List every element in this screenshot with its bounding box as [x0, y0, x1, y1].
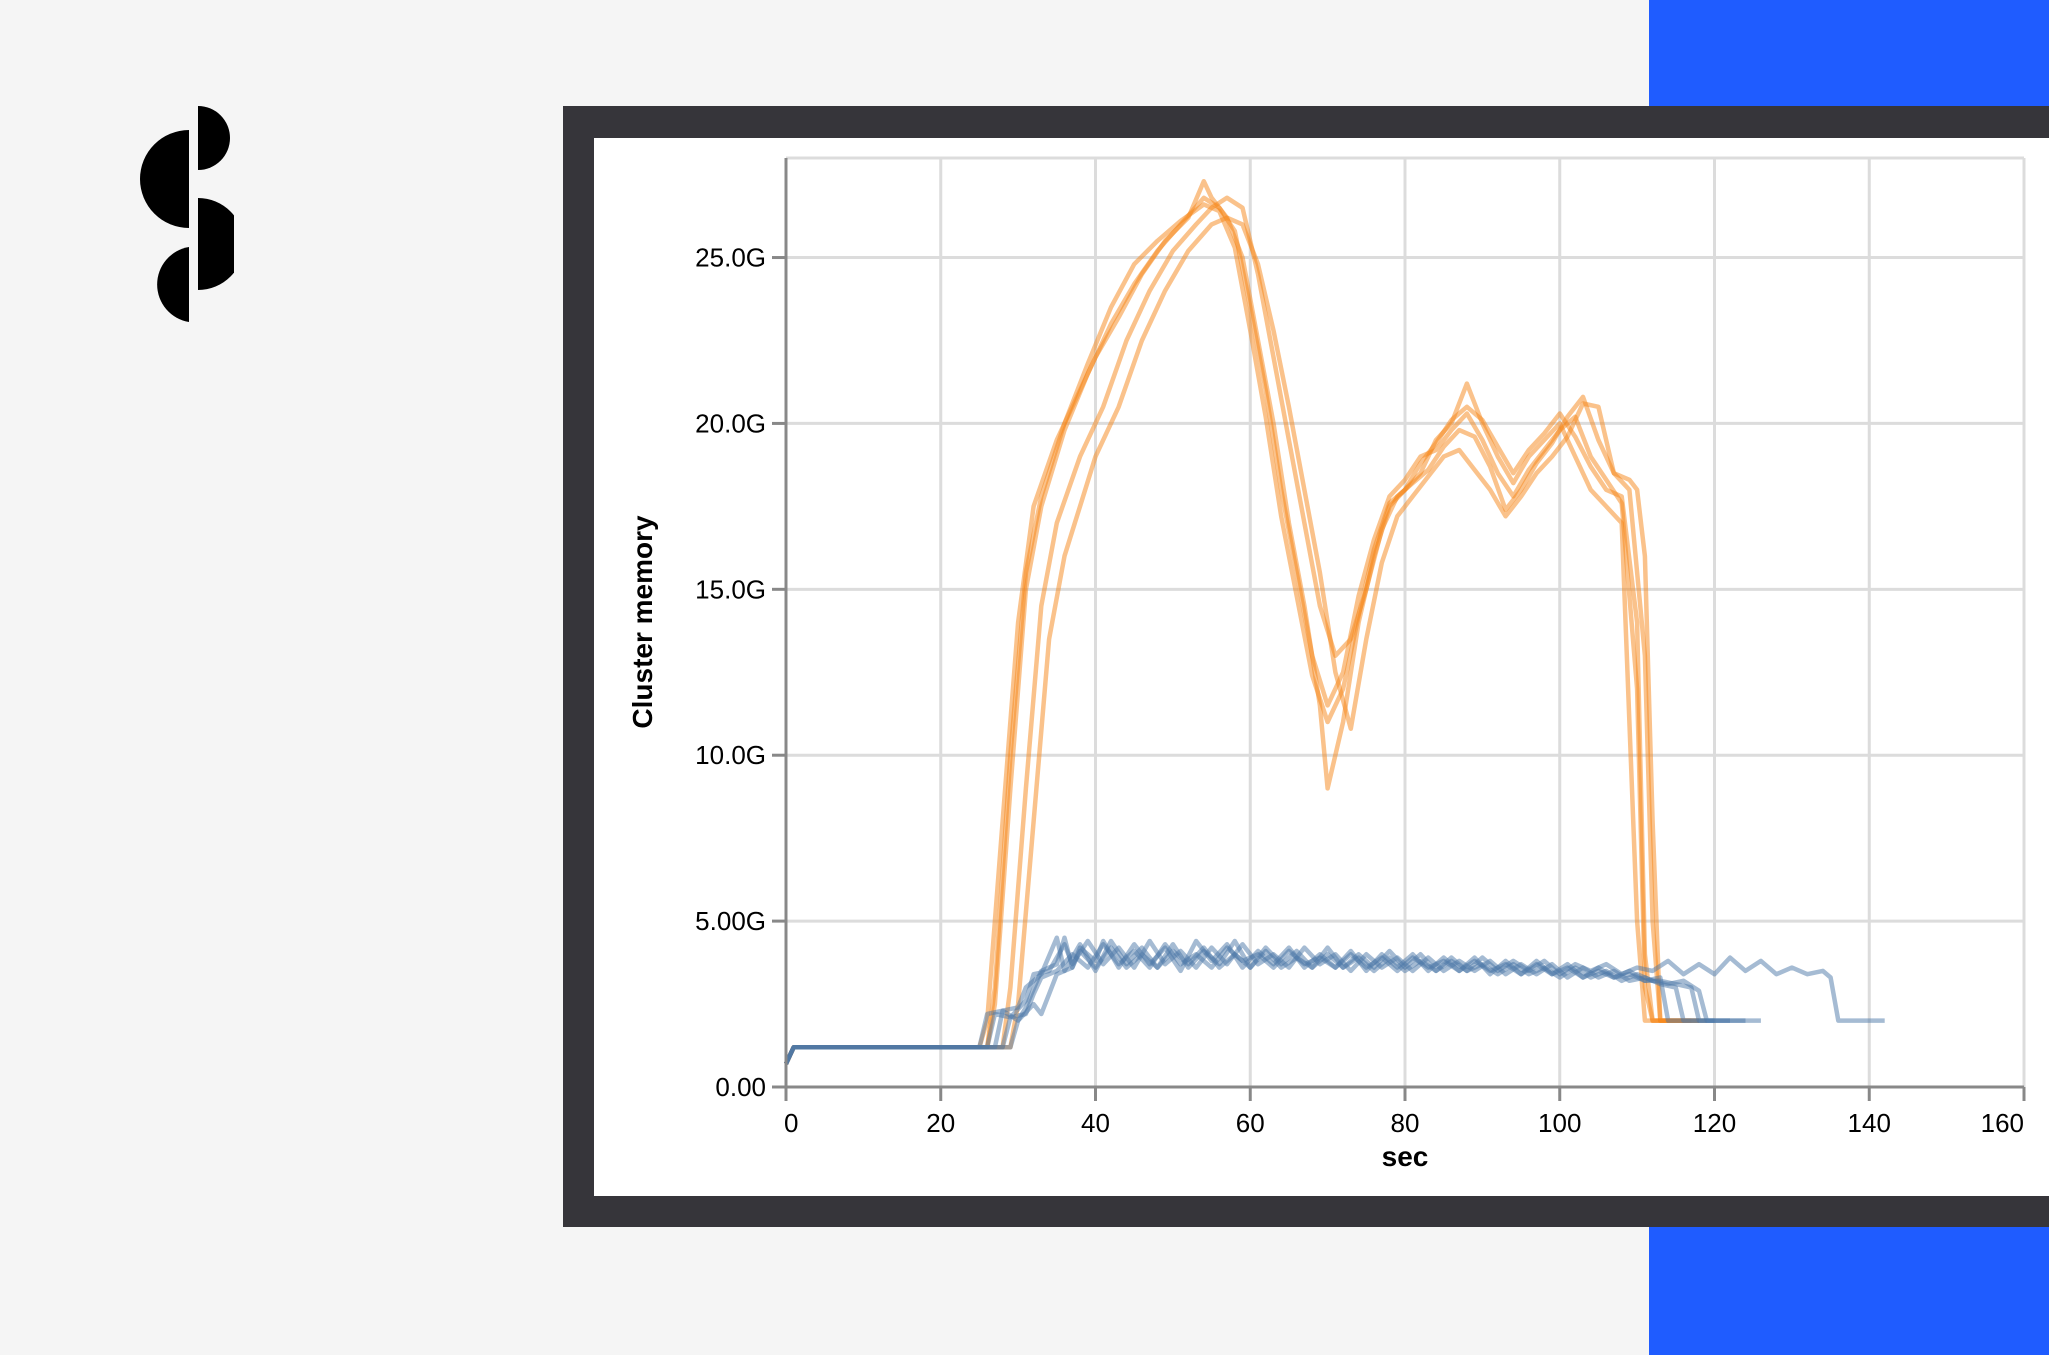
x-tick-label: 60: [1236, 1108, 1265, 1138]
x-axis-title: sec: [1382, 1141, 1429, 1172]
y-tick-label: 15.0G: [695, 574, 766, 604]
stacked-half-circles-logo-icon: [140, 106, 234, 322]
series-line-orange: [783, 202, 1684, 1065]
y-tick-label: 20.0G: [695, 408, 766, 438]
y-tick-label: 25.0G: [695, 243, 766, 273]
x-tick-label: 140: [1848, 1108, 1891, 1138]
x-tick-label: 160: [1981, 1108, 2024, 1138]
x-tick-label: 0: [784, 1108, 798, 1138]
y-axis-title: Cluster memory: [627, 515, 658, 729]
x-tick-label: 100: [1538, 1108, 1581, 1138]
series-line-orange: [783, 195, 1699, 1065]
y-tick-label: 0.00: [715, 1072, 766, 1102]
x-tick-label: 80: [1391, 1108, 1420, 1138]
series-line-orange: [783, 195, 1699, 1065]
grid-lines: [784, 156, 2026, 1089]
y-tick-label: 5.00G: [695, 906, 766, 936]
axes: 0 20 40 60 80 100 120 140 160 0.00 5.00G 10.0G 15.0G…: [695, 158, 2026, 1138]
x-tick-label: 20: [926, 1108, 955, 1138]
chart-panel: [594, 138, 2049, 1196]
x-tick-label: 40: [1081, 1108, 1110, 1138]
series-lines: [783, 178, 1885, 1065]
x-tick-label: 120: [1693, 1108, 1736, 1138]
series-line-blue: [783, 935, 1885, 1065]
y-tick-label: 10.0G: [695, 740, 766, 770]
series-line-orange: [783, 178, 1692, 1065]
series-line-orange: [783, 215, 1707, 1065]
